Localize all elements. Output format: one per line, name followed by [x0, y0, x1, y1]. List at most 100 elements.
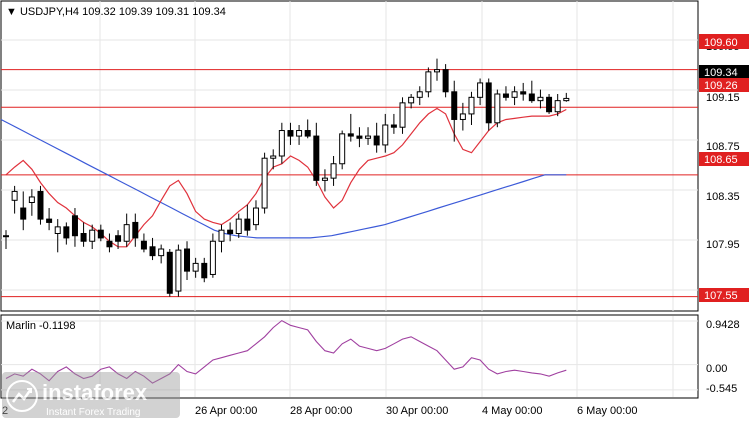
- candle-bear: [485, 82, 492, 124]
- candle-bear: [106, 240, 113, 248]
- candle-bear: [304, 130, 311, 137]
- candle-bull: [563, 97, 570, 102]
- candle-bull: [554, 100, 561, 113]
- candle-bull: [270, 155, 277, 159]
- candle-bear: [132, 221, 139, 239]
- level-label-109-26: 109.26: [699, 78, 749, 92]
- candle-bear: [313, 135, 320, 181]
- candle-bull: [330, 163, 337, 179]
- candle-bull: [434, 69, 440, 73]
- candle-bull: [399, 102, 406, 128]
- candle-bull: [218, 229, 225, 242]
- candle-bull: [494, 93, 501, 124]
- candle-bull: [408, 96, 415, 104]
- candle-bear: [149, 246, 156, 257]
- level-label-109-60: 109.60: [699, 34, 749, 49]
- candle-bull: [537, 96, 544, 102]
- candle-bull: [28, 196, 35, 203]
- candle-bull: [261, 157, 268, 209]
- candle-bear: [528, 93, 535, 102]
- symbol-label: USDJPY,H4: [20, 6, 79, 18]
- indicator-panel[interactable]: Marlin -0.1198: [0, 314, 699, 399]
- svg-text:109.34: 109.34: [704, 67, 738, 79]
- candle-bear: [546, 96, 553, 113]
- candle-bear: [356, 135, 363, 139]
- grid: [1, 1, 698, 311]
- candle-bear: [37, 190, 44, 220]
- ohlc-values: 109.32 109.39 109.31 109.34: [82, 6, 226, 18]
- candle-bull: [278, 130, 285, 157]
- candle-bull: [511, 91, 518, 98]
- candle-bear: [115, 235, 122, 242]
- level-label-108-65: 108.65: [699, 152, 749, 166]
- indicator-tick: -0.545: [706, 383, 737, 395]
- candle-bear: [373, 135, 380, 146]
- candle-bull: [175, 249, 182, 292]
- watermark-tagline: Instant Forex Trading: [46, 407, 141, 418]
- candle-bull: [209, 240, 216, 275]
- oscillator-polyline: [5, 319, 567, 384]
- horizontal-levels: [1, 69, 698, 298]
- dropdown-triangle-icon: ▼: [6, 6, 20, 18]
- candle-bear: [244, 218, 251, 231]
- price-tick: 108.35: [706, 191, 740, 203]
- candle-bull: [3, 235, 9, 238]
- time-axis: 2 26 Apr 00:00 28 Apr 00:00 30 Apr 00:00…: [2, 405, 638, 417]
- moving-average-slow: [0, 118, 567, 239]
- price-tick: 107.95: [706, 239, 740, 251]
- candle-bear: [442, 69, 449, 93]
- candle-bull: [468, 96, 475, 115]
- current-price-label: 109.34: [699, 65, 749, 79]
- price-tick: 109.15: [706, 92, 740, 104]
- price-panel[interactable]: ▼ USDJPY,H4 109.32 109.39 109.31 109.34: [0, 0, 699, 312]
- candle-bear: [184, 248, 191, 272]
- time-tick: 28 Apr 00:00: [290, 405, 352, 417]
- time-tick: 30 Apr 00:00: [386, 405, 448, 417]
- candle-bear: [227, 229, 234, 235]
- candle-bull: [425, 71, 432, 93]
- candle-bull: [235, 218, 242, 235]
- time-tick: 26 Apr 00:00: [195, 405, 257, 417]
- candle-bull: [416, 91, 423, 98]
- candle-bull: [192, 262, 199, 272]
- time-tick-partial: 2: [2, 405, 8, 417]
- price-tick: 108.75: [706, 141, 740, 153]
- candle-bear: [140, 240, 147, 250]
- candle-bear: [347, 133, 354, 137]
- indicator-tick: 0.00: [706, 363, 727, 375]
- candle-bull: [54, 226, 61, 235]
- candle-bull: [296, 130, 303, 137]
- candle-bear: [201, 262, 208, 279]
- candle-bull: [382, 124, 389, 146]
- candle-bear: [287, 130, 294, 137]
- svg-text:108.65: 108.65: [704, 154, 738, 166]
- indicator-grid: [1, 316, 698, 397]
- candles: [3, 58, 570, 297]
- time-tick: 6 May 00:00: [577, 405, 638, 417]
- candle-bear: [80, 233, 87, 242]
- svg-text:109.26: 109.26: [704, 80, 738, 92]
- time-tick: 4 May 00:00: [482, 405, 543, 417]
- candle-bull: [321, 177, 328, 181]
- candle-bear: [451, 91, 458, 120]
- candle-bear: [502, 93, 509, 98]
- price-axis: 109.55 109.15 108.75 108.35 107.95 109.6…: [699, 34, 749, 395]
- candle-bull: [158, 248, 165, 257]
- level-label-107-55: 107.55: [699, 288, 749, 302]
- indicator-label: Marlin -0.1198: [6, 320, 76, 332]
- candle-bull: [123, 224, 130, 242]
- instaforex-watermark: instaforex Instant Forex Trading: [2, 372, 180, 418]
- header-symbol: ▼ USDJPY,H4 109.32 109.39 109.31 109.34: [6, 6, 226, 18]
- indicator-tick: 0.9428: [706, 319, 740, 331]
- candle-bull: [11, 190, 18, 201]
- candle-bear: [166, 251, 173, 294]
- candle-bear: [20, 207, 27, 220]
- candle-bear: [63, 226, 70, 239]
- candle-bear: [390, 124, 397, 128]
- svg-text:109.60: 109.60: [704, 37, 738, 49]
- candle-bear: [97, 229, 104, 239]
- candle-bull: [339, 133, 346, 165]
- oscillator-line: [5, 319, 567, 384]
- candle-bull: [252, 207, 259, 226]
